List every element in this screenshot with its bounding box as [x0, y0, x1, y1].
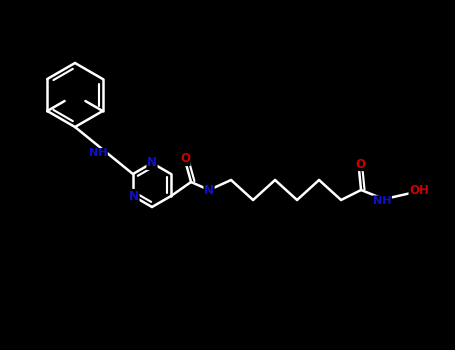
- Text: N: N: [204, 183, 214, 196]
- Text: N: N: [129, 189, 139, 203]
- Text: OH: OH: [409, 184, 429, 197]
- Text: NH: NH: [373, 196, 391, 206]
- Text: N: N: [147, 156, 157, 169]
- Text: NH: NH: [89, 148, 107, 159]
- Text: O: O: [355, 158, 365, 170]
- Text: O: O: [180, 153, 190, 166]
